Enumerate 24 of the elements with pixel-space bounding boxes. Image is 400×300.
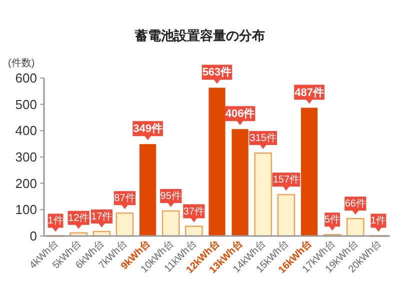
data-label: 12件 [68, 212, 90, 224]
y-tick-label: 500 [15, 96, 37, 112]
data-label: 87件 [114, 193, 136, 204]
y-tick-label: 300 [15, 150, 37, 164]
data-label: 157件 [272, 174, 300, 186]
y-tick-label: 400 [15, 123, 37, 138]
data-label: 17件 [91, 212, 112, 223]
data-label: 487件 [294, 86, 324, 99]
data-label: 1件 [48, 216, 64, 227]
data-label: 1件 [370, 216, 386, 227]
data-label: 5件 [324, 214, 340, 226]
data-label: 95件 [160, 190, 182, 202]
y-tick-label: 100 [15, 202, 37, 218]
data-label: 349件 [133, 122, 162, 136]
y-tick-label: 600 [15, 70, 37, 86]
data-label: 37件 [183, 206, 204, 218]
data-label: 406件 [225, 107, 255, 120]
y-tick-label: 200 [15, 176, 37, 191]
y-tick-label: 0 [30, 228, 37, 244]
data-label: 315件 [250, 133, 276, 144]
data-label: 563件 [202, 66, 232, 79]
y-axis-title: (件数) [8, 58, 35, 69]
chart-title: 蓄電池設置容量の分布 [134, 28, 265, 43]
data-label: 66件 [344, 198, 366, 210]
